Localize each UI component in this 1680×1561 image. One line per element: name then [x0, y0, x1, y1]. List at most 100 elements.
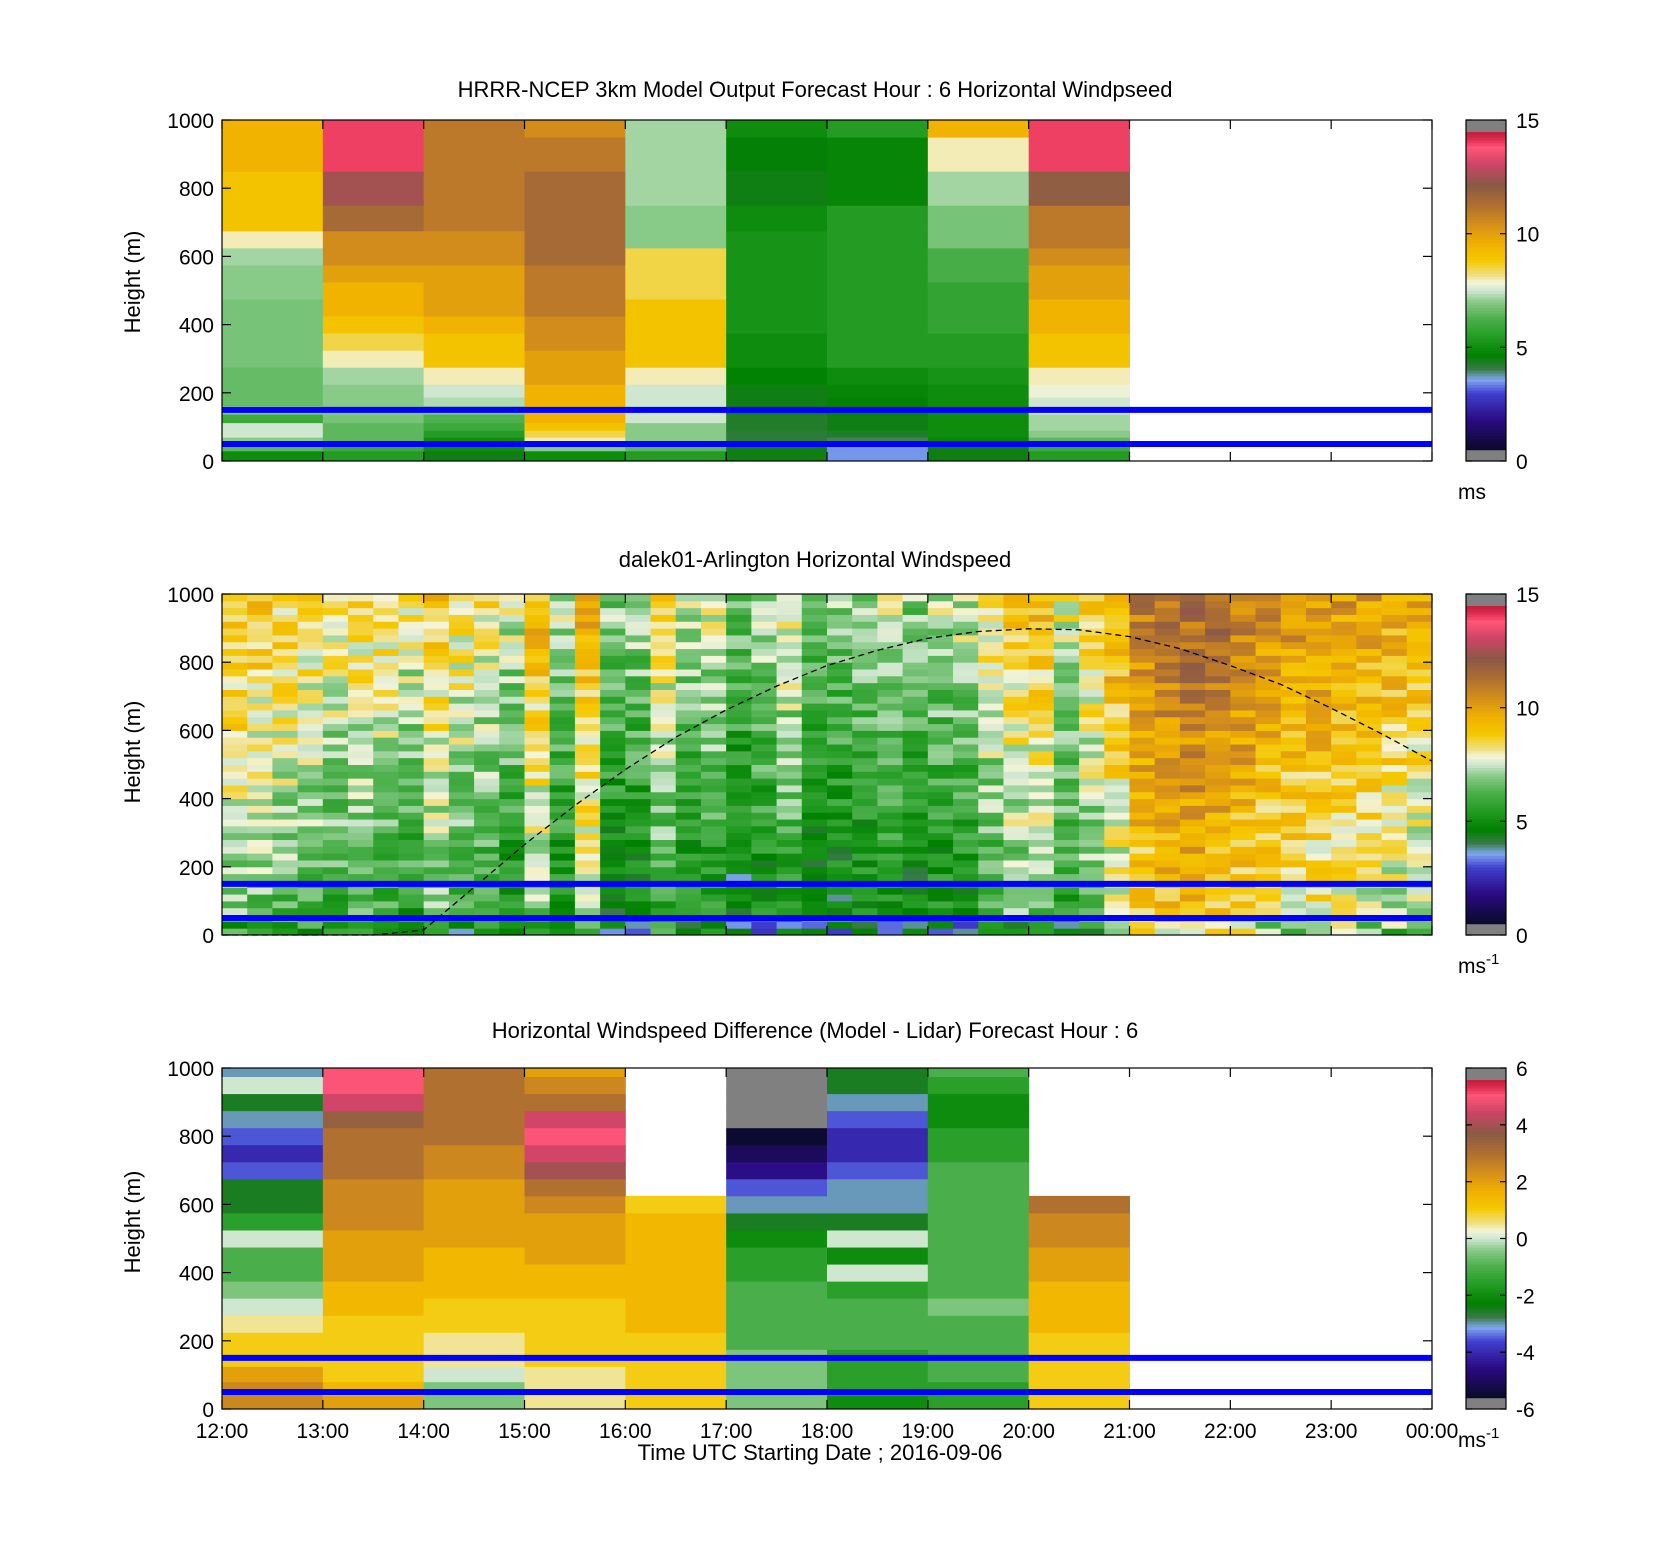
- heatmap-cell: [1003, 859, 1030, 868]
- heatmap-cell: [776, 859, 803, 868]
- heatmap-cell: [1305, 805, 1332, 813]
- heatmap-cell: [1028, 1315, 1130, 1333]
- x-tick-label: 15:00: [498, 1420, 551, 1443]
- colorbar-segment: [1466, 778, 1506, 783]
- heatmap-cell: [524, 450, 626, 462]
- heatmap-cell: [927, 350, 1030, 368]
- heatmap-cell: [499, 778, 525, 786]
- heatmap-cell: [877, 805, 904, 813]
- heatmap-cell: [348, 771, 374, 779]
- colorbar-tick-label: 10: [1516, 698, 1539, 721]
- heatmap-cell: [1179, 778, 1206, 786]
- heatmap-cell: [549, 798, 576, 806]
- heatmap-cell: [423, 791, 450, 800]
- heatmap-cell: [1381, 600, 1408, 609]
- heatmap-cell: [902, 634, 929, 643]
- heatmap-cell: [600, 928, 626, 936]
- colorbar-segment: [1466, 353, 1506, 357]
- heatmap-cell: [1280, 662, 1307, 670]
- heatmap-cell: [827, 1161, 929, 1180]
- heatmap-cell: [1331, 757, 1357, 765]
- heatmap-cell: [524, 614, 551, 622]
- heatmap-cell: [927, 1395, 1030, 1410]
- heatmap-cell: [1179, 750, 1206, 759]
- heatmap-cell: [1356, 716, 1383, 725]
- heatmap-cell: [524, 744, 551, 752]
- heatmap-cell: [524, 299, 626, 317]
- colorbar-segment: [1466, 404, 1506, 408]
- heatmap-cell: [549, 730, 576, 738]
- heatmap-cell: [549, 778, 576, 786]
- heatmap-cell: [222, 316, 324, 334]
- colorbar-segment: [1466, 1275, 1506, 1279]
- heatmap-cell: [902, 648, 929, 656]
- heatmap-cell: [600, 805, 626, 813]
- heatmap-cell: [1230, 873, 1257, 881]
- heatmap-cell: [1179, 607, 1206, 615]
- heatmap-cell: [801, 784, 828, 793]
- heatmap-cell: [827, 1195, 929, 1214]
- heatmap-cell: [297, 621, 324, 629]
- heatmap-cell: [297, 907, 324, 916]
- colorbar-segment: [1466, 1238, 1506, 1242]
- heatmap-cell: [549, 675, 576, 684]
- colorbar-segment: [1466, 1164, 1506, 1169]
- heatmap-cell: [776, 757, 803, 765]
- heatmap-cell: [1230, 887, 1257, 895]
- heatmap-cell: [1255, 709, 1282, 718]
- heatmap-cell: [877, 832, 904, 841]
- heatmap-cell: [978, 853, 1004, 861]
- heatmap-cell: [1104, 894, 1130, 902]
- heatmap-cell: [650, 641, 677, 650]
- heatmap-cell: [322, 1332, 425, 1350]
- colorbar-segment: [1466, 801, 1506, 805]
- colorbar-segment: [1466, 210, 1506, 215]
- heatmap-cell: [322, 839, 349, 847]
- heatmap-cell: [852, 764, 878, 772]
- colorbar-segment: [1466, 213, 1506, 218]
- heatmap-cell: [373, 907, 399, 916]
- heatmap-cell: [448, 778, 475, 786]
- heatmap-cell: [423, 1076, 525, 1095]
- heatmap-cell: [650, 887, 677, 895]
- colorbar-segment: [1466, 1167, 1506, 1171]
- heatmap-cell: [474, 764, 500, 772]
- colorbar-segment: [1466, 636, 1506, 641]
- heatmap-cell: [1053, 634, 1080, 643]
- heatmap-cell: [524, 137, 626, 172]
- heatmap-cell: [700, 798, 727, 806]
- heatmap-cell: [700, 607, 727, 615]
- heatmap-cell: [1331, 696, 1357, 704]
- heatmap-cell: [1104, 900, 1130, 909]
- heatmap-cell: [751, 600, 778, 609]
- heatmap-cell: [600, 682, 626, 690]
- colorbar-segment: [1466, 682, 1506, 686]
- heatmap-cell: [877, 709, 904, 718]
- heatmap-cell: [574, 757, 601, 765]
- heatmap-cell: [1104, 737, 1130, 745]
- heatmap-cell: [700, 621, 727, 629]
- heatmap-cell: [423, 230, 525, 249]
- colorbar-segment: [1466, 151, 1506, 155]
- heatmap-cell: [222, 171, 324, 206]
- heatmap-cell: [272, 621, 299, 629]
- colorbar-segment: [1466, 807, 1506, 811]
- heatmap-cell: [322, 1144, 425, 1163]
- heatmap-cell: [751, 791, 778, 800]
- heatmap-cell: [1129, 907, 1156, 916]
- heatmap-cell: [827, 1144, 929, 1163]
- heatmap-cell: [1079, 723, 1105, 731]
- heatmap-cell: [272, 737, 299, 745]
- heatmap-cell: [348, 682, 374, 690]
- heatmap-cell: [1079, 846, 1105, 854]
- heatmap-cell: [801, 675, 828, 684]
- heatmap-cell: [574, 634, 601, 643]
- heatmap-cell: [474, 669, 500, 677]
- heatmap-cell: [1381, 594, 1408, 602]
- heatmap-cell: [751, 825, 778, 834]
- heatmap-cell: [322, 247, 425, 266]
- colorbar-segment: [1466, 1306, 1506, 1311]
- heatmap-cell: [423, 812, 450, 820]
- heatmap-cell: [1230, 641, 1257, 650]
- heatmap-cell: [1280, 750, 1307, 759]
